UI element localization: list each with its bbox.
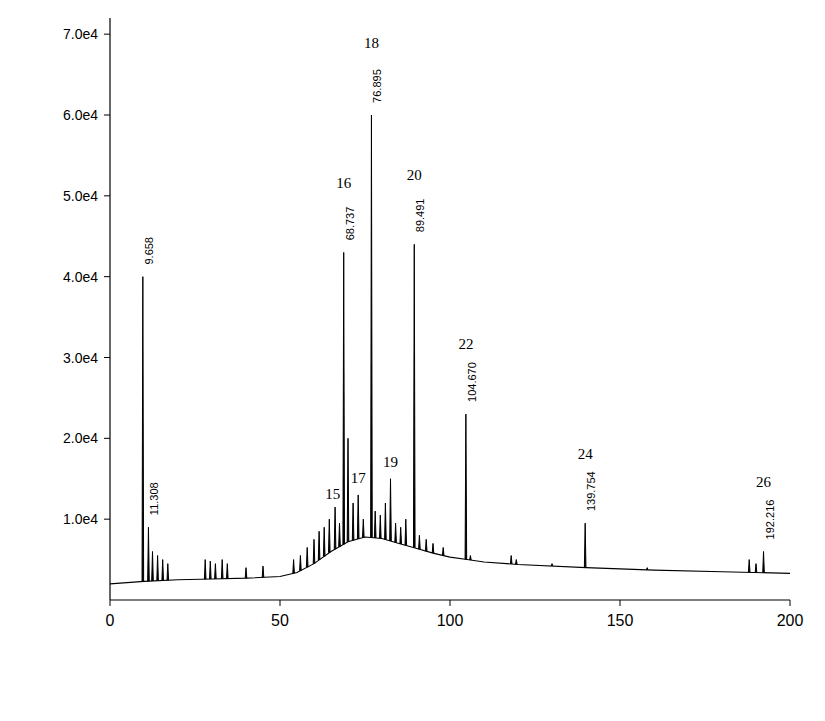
x-tick-label: 0 <box>106 612 115 629</box>
peak <box>323 527 325 556</box>
peak <box>352 503 354 540</box>
peak-number: 18 <box>364 35 379 51</box>
retention-label: 76.895 <box>371 69 383 103</box>
y-tick <box>104 438 110 439</box>
peak <box>347 438 349 541</box>
retention-label: 139.754 <box>585 471 597 511</box>
peak <box>755 564 757 573</box>
y-tick-label: 3.0e4 <box>63 350 98 366</box>
y-tick <box>104 34 110 35</box>
y-tick-label: 2.0e4 <box>63 430 98 446</box>
peak <box>400 527 402 544</box>
peak <box>748 560 750 573</box>
plot-area <box>110 115 790 584</box>
x-tick <box>620 600 621 606</box>
x-tick-label: 200 <box>777 612 804 629</box>
peak <box>215 564 217 579</box>
peak <box>262 566 264 577</box>
peak <box>334 507 336 549</box>
y-tick <box>104 195 110 196</box>
retention-label: 192.216 <box>764 500 776 540</box>
x-tick-label: 50 <box>271 612 289 629</box>
retention-label: 68.737 <box>344 207 356 241</box>
retention-label: 11.308 <box>148 482 160 515</box>
y-tick <box>104 357 110 358</box>
peak <box>470 556 472 561</box>
peak <box>390 479 392 541</box>
x-tick <box>110 600 111 606</box>
x-tick <box>790 600 791 606</box>
peak <box>465 414 467 559</box>
peak <box>395 523 397 542</box>
peak <box>442 547 444 555</box>
peak-number: 24 <box>578 446 594 462</box>
peak <box>425 539 427 551</box>
retention-label: 104.670 <box>466 362 478 402</box>
peak <box>357 495 359 539</box>
peak <box>329 519 331 553</box>
y-tick <box>104 115 110 116</box>
peak <box>162 560 164 581</box>
peak <box>363 519 365 537</box>
peak <box>339 523 341 546</box>
peak <box>371 115 373 538</box>
peak-number: 16 <box>336 175 352 191</box>
peak <box>413 244 415 547</box>
peak <box>300 556 302 571</box>
peak <box>584 523 586 567</box>
y-tick <box>104 276 110 277</box>
x-tick-label: 150 <box>607 612 634 629</box>
peak <box>432 543 434 553</box>
peak <box>152 552 154 582</box>
retention-label: 89.491 <box>414 199 426 233</box>
peak <box>343 252 345 544</box>
y-axis <box>109 18 110 600</box>
peak <box>142 277 144 582</box>
peak <box>380 515 382 538</box>
peak <box>221 560 223 579</box>
peak <box>405 519 407 545</box>
peak-number: 22 <box>458 336 473 352</box>
y-tick-label: 4.0e4 <box>63 269 98 285</box>
peak <box>313 539 315 563</box>
peak <box>763 552 765 573</box>
peak <box>157 556 159 581</box>
x-tick <box>280 600 281 606</box>
peak <box>551 564 553 566</box>
peak-number: 17 <box>351 470 367 486</box>
x-tick <box>450 600 451 606</box>
peak <box>385 503 387 540</box>
peak <box>167 564 169 581</box>
peak <box>210 561 212 579</box>
peak <box>204 560 206 580</box>
peak <box>293 560 295 574</box>
y-tick-label: 1.0e4 <box>63 511 98 527</box>
peak <box>516 560 518 565</box>
chart: 1.0e4 2.0e4 3.0e4 4.0e4 5.0e4 6.0e4 7.0e4 0 50 10… <box>0 0 825 721</box>
peak <box>245 568 247 579</box>
peak <box>148 527 150 581</box>
peak <box>419 535 421 549</box>
peak <box>227 564 229 579</box>
peak <box>374 511 376 538</box>
y-tick <box>104 519 110 520</box>
y-tick-label: 5.0e4 <box>63 188 98 204</box>
peak <box>646 568 648 570</box>
x-tick-label: 100 <box>437 612 464 629</box>
peak <box>306 547 308 567</box>
baseline-trace <box>110 537 790 584</box>
y-tick-label: 6.0e4 <box>63 107 98 123</box>
peak-number: 19 <box>383 454 398 470</box>
peak-number: 26 <box>756 474 772 490</box>
peak-number: 20 <box>407 167 422 183</box>
peak-number: 15 <box>325 486 340 502</box>
peak <box>510 556 512 564</box>
peak <box>318 531 320 560</box>
y-tick-label: 7.0e4 <box>63 26 98 42</box>
retention-label: 9.658 <box>143 237 155 265</box>
